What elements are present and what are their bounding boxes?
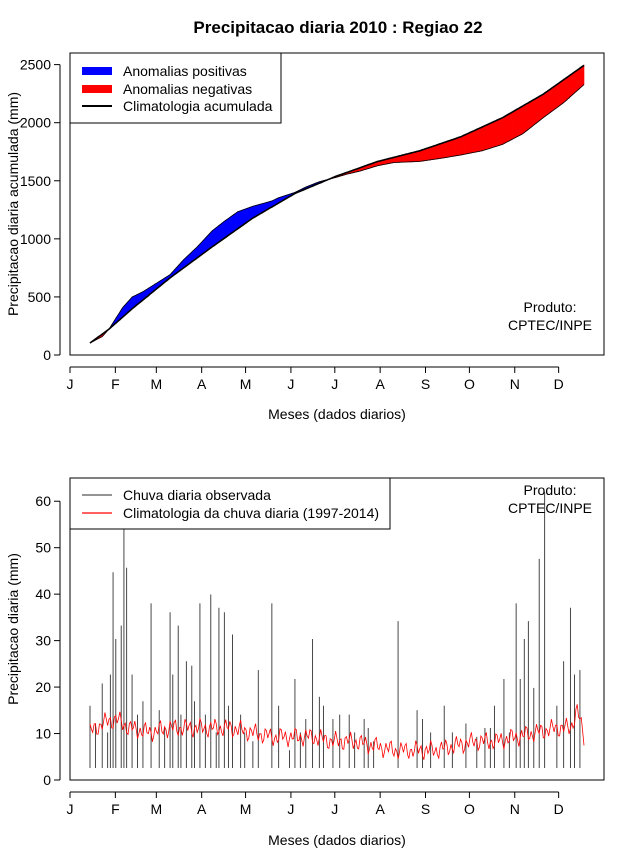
x-tick-label: J [67, 376, 74, 392]
x-tick-label: J [331, 801, 338, 817]
x-tick-label: J [67, 801, 74, 817]
x-tick-label: F [111, 376, 120, 392]
x-tick-label: M [240, 376, 252, 392]
y-tick-label: 30 [35, 633, 51, 649]
chart1-y-axis: 0 500 1000 1500 2000 2500 [20, 57, 61, 363]
x-tick-label: D [554, 801, 564, 817]
y-tick-label: 1000 [20, 231, 51, 247]
y-tick-label: 20 [35, 679, 51, 695]
negative-anomaly-segment [582, 64, 585, 87]
daily-climatology-line [89, 704, 585, 760]
x-tick-label: N [510, 376, 520, 392]
chart2-legend-box [69, 477, 391, 530]
chart2-y-axis: 0 10 20 30 40 50 60 [35, 493, 61, 788]
y-tick-label: 0 [43, 347, 51, 363]
chart1-y-axis-label: Precipitacao diaria acumulada (mm) [5, 92, 21, 316]
legend-observed-label: Chuva diaria observada [123, 487, 271, 503]
chart1-x-axis-label: Meses (dados diarios) [268, 406, 406, 422]
x-tick-label: D [554, 376, 564, 392]
y-tick-label: 50 [35, 540, 51, 556]
accumulated-precipitation-chart: J F M A M J J A S O N D 0 500 1000 1500 2000 2500 Meses … [5, 52, 605, 422]
x-tick-label: A [375, 376, 385, 392]
y-tick-label: 40 [35, 586, 51, 602]
x-tick-label: M [150, 376, 162, 392]
y-tick-label: 0 [43, 772, 51, 788]
x-tick-label: A [375, 801, 385, 817]
legend-daily-climatology-label: Climatologia da chuva diaria (1997-2014) [123, 505, 379, 521]
chart2-climatology-line [89, 704, 585, 760]
legend-positive-label: Anomalias positivas [123, 63, 247, 79]
chart2-y-axis-label: Precipitacao diaria (mm) [5, 553, 21, 705]
y-tick-label: 1500 [20, 173, 51, 189]
chart2-credit-line2: CPTEC/INPE [508, 500, 592, 516]
x-tick-label: M [240, 801, 252, 817]
chart1-legend: Anomalias positivas Anomalias negativas … [69, 52, 282, 124]
chart1-frame [69, 52, 605, 356]
daily-precipitation-chart: J F M A M J J A S O N D 0 10 20 30 40 50 60 Meses (dados … [5, 477, 605, 848]
x-tick-label: F [111, 801, 120, 817]
x-tick-label: O [464, 376, 475, 392]
chart1-credit-line1: Produto: [524, 299, 577, 315]
legend-climatology-label: Climatologia acumulada [123, 98, 273, 114]
y-tick-label: 500 [28, 289, 52, 305]
x-tick-label: M [150, 801, 162, 817]
x-tick-label: S [421, 376, 430, 392]
y-tick-label: 60 [35, 493, 51, 509]
x-tick-label: J [287, 376, 294, 392]
x-tick-label: A [197, 376, 207, 392]
chart1-credit-line2: CPTEC/INPE [508, 317, 592, 333]
y-tick-label: 2000 [20, 115, 51, 131]
climatology-accumulated-line [89, 64, 585, 344]
chart2-credit-line1: Produto: [524, 482, 577, 498]
y-tick-label: 10 [35, 726, 51, 742]
chart2-x-axis-label: Meses (dados diarios) [268, 832, 406, 848]
x-tick-label: J [331, 376, 338, 392]
x-tick-label: A [197, 801, 207, 817]
x-tick-label: O [464, 801, 475, 817]
x-tick-label: S [421, 801, 430, 817]
y-tick-label: 2500 [20, 57, 51, 73]
chart2-legend: Chuva diaria observada Climatologia da c… [69, 477, 391, 530]
x-tick-label: N [510, 801, 520, 817]
legend-negative-label: Anomalias negativas [123, 81, 252, 97]
figure-title: Precipitacao diaria 2010 : Regiao 22 [193, 18, 482, 37]
chart1-lines [89, 64, 585, 344]
x-tick-label: J [287, 801, 294, 817]
observed-accumulated-line [89, 84, 585, 344]
